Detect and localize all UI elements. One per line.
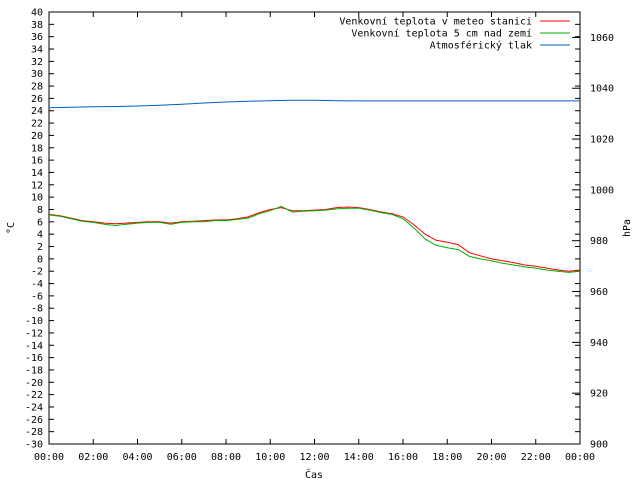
- y-tick-label: 8: [37, 205, 43, 216]
- legend: Venkovní teplota v meteo staniciVenkovní…: [339, 16, 570, 52]
- y2-tick-label: 1060: [590, 33, 614, 44]
- y-tick-label: 20: [31, 131, 43, 142]
- y-tick-label: 22: [31, 119, 43, 130]
- y-tick-label: 16: [31, 156, 43, 167]
- plot-frame: [48, 11, 581, 445]
- y-tick-label: 10: [31, 193, 43, 204]
- x-tick-label: 00:00: [34, 452, 64, 463]
- y-tick-label: 0: [37, 254, 43, 265]
- y2-tick-label: 960: [590, 287, 608, 298]
- y-tick-label: -8: [31, 304, 43, 315]
- x-tick-label: 14:00: [344, 452, 374, 463]
- y2-tick-label: 940: [590, 338, 608, 349]
- series-line-3: [48, 99, 580, 109]
- y-tick-label: -14: [25, 341, 43, 352]
- series-line-1: [48, 206, 581, 272]
- y-tick-label: -28: [25, 427, 43, 438]
- y2-tick-label: 1020: [590, 135, 614, 146]
- y-tick-label: 34: [31, 45, 43, 56]
- y-tick-label: -18: [25, 365, 43, 376]
- y2-axis-ticks: 1060 1040 1020 1000 980 960 940 920 900: [572, 33, 614, 451]
- y-tick-label: 24: [31, 106, 43, 117]
- y-tick-label: 2: [37, 242, 43, 253]
- y-tick-label: 12: [31, 180, 43, 191]
- y-tick-label: 36: [31, 32, 43, 43]
- y2-tick-label: 920: [590, 389, 608, 400]
- x-tick-label: 00:00: [565, 452, 595, 463]
- y2-tick-label: 1040: [590, 84, 614, 95]
- y2-tick-label: 1000: [590, 185, 614, 196]
- y-tick-label: -26: [25, 415, 43, 426]
- legend-label: Venkovní teplota 5 cm nad zemí: [351, 28, 532, 40]
- y-tick-label: -6: [31, 291, 43, 302]
- y-tick-label: 26: [31, 94, 43, 105]
- y2-axis-label: hPa: [622, 219, 633, 237]
- legend-label: Atmosférický tlak: [430, 40, 532, 52]
- y-tick-label: -2: [31, 267, 43, 278]
- legend-label: Venkovní teplota v meteo stanici: [339, 16, 532, 28]
- y-axis-ticks: 4038363432302826242220181614121086420-2-…: [25, 8, 580, 451]
- y2-tick-label: 900: [590, 440, 608, 451]
- series-lines: [48, 99, 581, 273]
- y-tick-label: -22: [25, 390, 43, 401]
- x-tick-label: 10:00: [255, 452, 285, 463]
- y-tick-label: 6: [37, 217, 43, 228]
- x-axis-ticks: 00:00 02:00 04:00 06:00 08:00 10:00 12:00 14:00…: [34, 12, 595, 463]
- x-tick-label: 08:00: [211, 452, 241, 463]
- x-tick-label: 16:00: [388, 452, 418, 463]
- y-tick-label: 38: [31, 20, 43, 31]
- y-axis-label: °C: [6, 222, 17, 234]
- x-tick-label: 20:00: [476, 452, 506, 463]
- y-tick-label: -24: [25, 402, 43, 413]
- x-tick-label: 18:00: [432, 452, 462, 463]
- x-tick-label: 22:00: [521, 452, 551, 463]
- y2-tick-label: 980: [590, 236, 608, 247]
- x-tick-label: 04:00: [122, 452, 152, 463]
- y-tick-label: -20: [25, 378, 43, 389]
- x-tick-label: 06:00: [167, 452, 197, 463]
- y-tick-label: 28: [31, 82, 43, 93]
- y-tick-label: 40: [31, 8, 43, 19]
- y-tick-label: -30: [25, 440, 43, 451]
- y-tick-label: 32: [31, 57, 43, 68]
- series-line-2: [48, 205, 581, 273]
- y-tick-label: -4: [31, 279, 43, 290]
- y-tick-label: -12: [25, 328, 43, 339]
- y-tick-label: -10: [25, 316, 43, 327]
- x-tick-label: 12:00: [299, 452, 329, 463]
- y-tick-label: 18: [31, 143, 43, 154]
- y-tick-label: 4: [37, 230, 43, 241]
- x-tick-label: 02:00: [78, 452, 108, 463]
- y-tick-label: -16: [25, 353, 43, 364]
- x-axis-label: Čas: [305, 468, 323, 480]
- y-tick-label: 30: [31, 69, 43, 80]
- y-tick-label: 14: [31, 168, 43, 179]
